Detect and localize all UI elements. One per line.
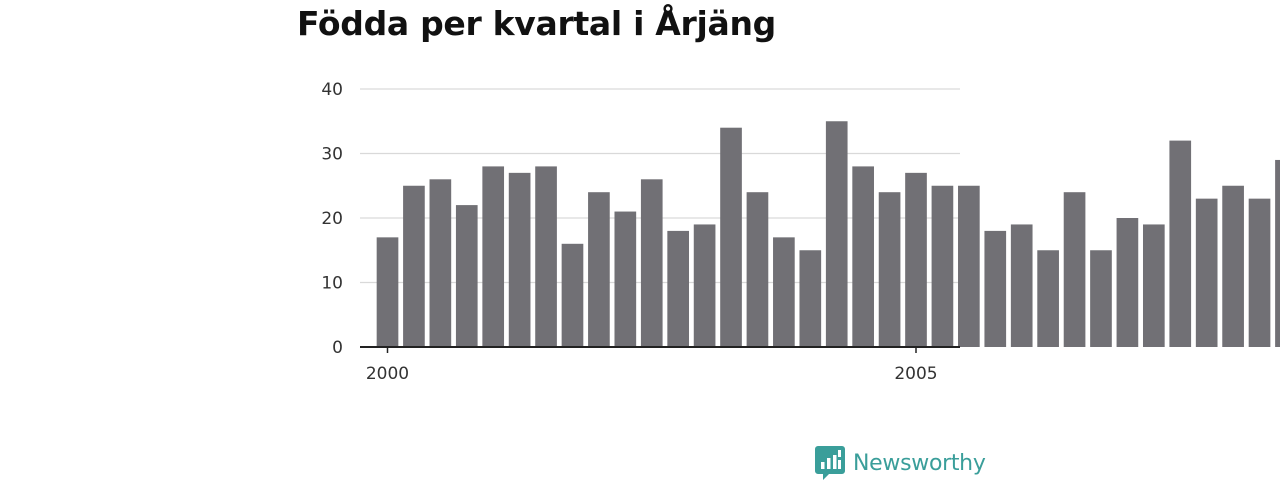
bar <box>1116 218 1139 347</box>
bar <box>376 237 399 347</box>
bar <box>693 224 716 347</box>
bar <box>1169 140 1192 347</box>
bar <box>535 166 557 347</box>
bar <box>455 205 478 347</box>
bars <box>376 121 1280 347</box>
bar <box>1142 224 1165 347</box>
bar <box>984 230 1007 347</box>
bar <box>588 192 610 347</box>
bar <box>746 192 769 347</box>
bar <box>905 172 927 347</box>
bar <box>1010 224 1033 347</box>
bar-chart-speech-bubble-icon <box>815 446 845 480</box>
bar <box>852 166 874 347</box>
x-tick-label: 2005 <box>894 364 937 384</box>
newsworthy-logo: Newsworthy <box>815 446 986 480</box>
bar <box>1090 250 1112 347</box>
bar <box>958 185 980 347</box>
y-tick-label: 0 <box>332 338 343 358</box>
bar <box>614 211 637 347</box>
bar <box>640 179 663 347</box>
x-tick-label: 2000 <box>366 364 409 384</box>
bar <box>1222 185 1244 347</box>
bar <box>825 121 848 347</box>
bar <box>1063 192 1086 347</box>
y-tick-label: 30 <box>321 145 343 165</box>
y-tick-label: 20 <box>321 209 343 229</box>
axes: 010203040200020052010201520202025 <box>321 80 960 384</box>
bar <box>482 166 505 347</box>
bar <box>878 192 901 347</box>
bar <box>799 250 822 347</box>
y-tick-label: 40 <box>321 80 343 100</box>
bar <box>561 243 584 347</box>
bar <box>1275 159 1280 347</box>
bar <box>667 230 690 347</box>
bar <box>1037 250 1059 347</box>
bar <box>429 179 452 347</box>
brand-name: Newsworthy <box>853 450 986 476</box>
chart-title: Födda per kvartal i Årjäng <box>297 4 776 43</box>
bar <box>508 172 531 347</box>
bar <box>1248 198 1271 347</box>
bar <box>931 185 954 347</box>
y-tick-label: 10 <box>321 274 343 294</box>
bar <box>1195 198 1218 347</box>
bar <box>773 237 795 347</box>
bar <box>403 185 425 347</box>
bar <box>720 127 742 347</box>
